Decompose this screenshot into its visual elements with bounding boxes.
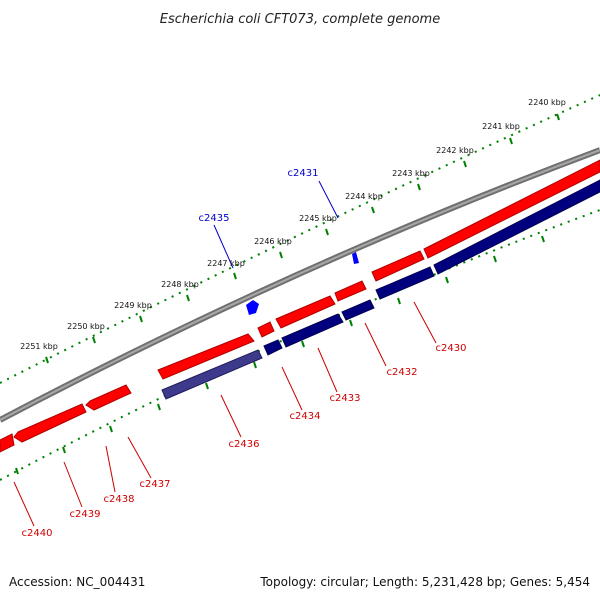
inner-major-ticks [15, 235, 545, 475]
scale-major-tick [139, 315, 143, 323]
topology-text: Topology: circular; Length: 5,231,428 bp… [259, 575, 590, 589]
gene-label-c2431[interactable]: c2431 [288, 168, 319, 179]
scale-major-tick [186, 294, 190, 302]
forward-strand-genes [0, 159, 600, 453]
scale-major-tick [279, 251, 283, 259]
gene-c2436-fwd-arrow[interactable] [157, 333, 255, 380]
scale-major-tick [556, 113, 560, 121]
scale-major-ticks [45, 113, 560, 364]
gene-c2434-arrow[interactable] [257, 321, 275, 338]
scale-major-tick [233, 272, 237, 280]
scale-major-tick [92, 336, 96, 344]
gene-c2432b-arrow[interactable] [341, 299, 375, 321]
gene-c2436-arrow[interactable] [161, 349, 263, 400]
scale-label: 2248 kbp [161, 280, 199, 289]
scale-label: 2242 kbp [436, 146, 474, 155]
accession-text: Accession: NC_004431 [9, 575, 145, 589]
reverse-strand-genes [161, 179, 600, 400]
scale-labels: 2240 kbp 2241 kbp 2242 kbp 2243 kbp 2244… [20, 98, 566, 351]
gene-c2429-arrow[interactable] [423, 159, 600, 259]
gene-c2433b-arrow[interactable] [281, 313, 344, 348]
scale-label: 2246 kbp [254, 237, 292, 246]
scale-label: 2245 kbp [299, 214, 337, 223]
gene-c2429b-arrow[interactable] [433, 179, 600, 275]
gene-c2439-arrow[interactable] [13, 403, 87, 443]
forward-gene-labels: c2431 c2435 [199, 168, 319, 224]
gene-c2438-arrow[interactable] [85, 384, 132, 411]
scale-major-tick [325, 228, 329, 236]
genome-backbone [0, 147, 600, 423]
scale-label: 2251 kbp [20, 342, 58, 351]
scale-label: 2247 kbp [207, 259, 245, 268]
gene-c2431-marker[interactable] [352, 252, 359, 264]
scale-label: 2244 kbp [345, 192, 383, 201]
gene-c2435-marker[interactable] [246, 300, 259, 315]
gene-c2432-arrow[interactable] [334, 280, 367, 302]
genome-backbone-highlight [0, 149, 600, 421]
scale-major-tick [45, 356, 49, 364]
scale-major-tick [509, 137, 513, 145]
scale-major-tick [417, 183, 421, 191]
gene-label-c2432[interactable]: c2432 [387, 367, 418, 378]
label-leader-lines [13, 180, 437, 527]
gene-c2430-arrow[interactable] [371, 250, 425, 282]
gene-c2430b-arrow[interactable] [375, 266, 435, 300]
gene-c2434b-arrow[interactable] [263, 339, 283, 356]
scale-major-tick [371, 206, 375, 214]
gene-label-c2433[interactable]: c2433 [330, 393, 361, 404]
map-title: Escherichia coli CFT073, complete genome [160, 12, 440, 27]
gene-label-c2434[interactable]: c2434 [290, 411, 321, 422]
gene-label-c2438[interactable]: c2438 [104, 494, 135, 505]
scale-label: 2249 kbp [114, 301, 152, 310]
scale-label: 2243 kbp [392, 169, 430, 178]
scale-major-tick [463, 160, 467, 168]
reverse-gene-labels: c2430 c2432 c2433 c2434 c2436 c2437 c243… [22, 343, 467, 539]
gene-c2440-arrow[interactable] [0, 433, 15, 453]
gene-label-c2430[interactable]: c2430 [436, 343, 467, 354]
gene-c2433-arrow[interactable] [275, 295, 336, 329]
gene-label-c2440[interactable]: c2440 [22, 528, 53, 539]
gene-label-c2439[interactable]: c2439 [70, 509, 101, 520]
gene-label-c2437[interactable]: c2437 [140, 479, 171, 490]
scale-label: 2241 kbp [482, 122, 520, 131]
gene-label-c2436[interactable]: c2436 [229, 439, 260, 450]
scale-label: 2240 kbp [528, 98, 566, 107]
gene-label-c2435[interactable]: c2435 [199, 213, 230, 224]
scale-label: 2250 kbp [67, 322, 105, 331]
inner-scale-track [0, 209, 600, 481]
